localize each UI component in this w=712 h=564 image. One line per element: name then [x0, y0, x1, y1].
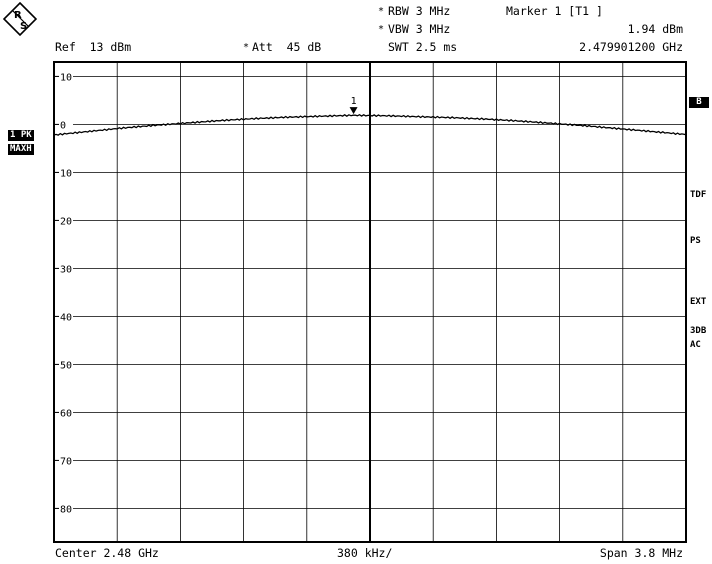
- y-tick-label: 10: [60, 168, 72, 179]
- y-tick-label: 40: [60, 312, 72, 323]
- b-indicator: B: [689, 97, 709, 108]
- vbw-value: VBW 3 MHz: [388, 22, 451, 36]
- y-tick-label-bg: [59, 118, 73, 130]
- y-tick-label-bg: [59, 262, 73, 274]
- frequency-span: Span 3.8 MHz: [599, 546, 683, 560]
- y-tick-label: 50: [60, 360, 72, 371]
- y-tick-label-bg: [59, 502, 73, 514]
- y-tick-label: 30: [60, 264, 72, 275]
- y-tick-label-bg: [59, 406, 73, 418]
- y-tick-label-bg: [59, 454, 73, 466]
- y-tick-label: 10: [60, 72, 72, 83]
- y-tick-label: 60: [60, 408, 72, 419]
- marker-triangle-icon: [349, 107, 358, 115]
- attenuation-star: *: [243, 42, 250, 53]
- 3db-indicator: 3DB: [690, 326, 707, 336]
- svg-text:S: S: [20, 21, 27, 32]
- frequency-per-division: 380 kHz/: [337, 546, 393, 560]
- svg-text:R: R: [14, 10, 22, 21]
- y-tick-label: 20: [60, 216, 72, 227]
- rbw-star: *: [378, 6, 385, 17]
- y-tick-label: 80: [60, 504, 72, 515]
- y-tick-label: 70: [60, 456, 72, 467]
- ps-indicator: PS: [690, 236, 701, 246]
- trace-line: [53, 113, 687, 136]
- marker-frequency: 2.479901200 GHz: [579, 40, 683, 54]
- attenuation-value: Att 45 dB: [252, 40, 322, 54]
- y-tick-label-bg: [59, 310, 73, 322]
- vbw-star: *: [378, 24, 385, 35]
- marker-label: 1: [351, 96, 357, 107]
- y-tick-label-bg: [59, 358, 73, 370]
- center-frequency: Center 2.48 GHz: [55, 546, 159, 560]
- trace-mode-badge: 1 PK: [8, 130, 34, 141]
- trace-hold-badge: MAXH: [8, 144, 34, 155]
- ext-indicator: EXT: [690, 297, 707, 307]
- marker-level: 1.94 dBm: [627, 22, 683, 36]
- rbw-value: RBW 3 MHz: [388, 4, 451, 18]
- plot-frame: [53, 61, 687, 543]
- rohde-schwarz-logo-icon: R S: [3, 2, 37, 36]
- y-tick-label-bg: [59, 214, 73, 226]
- reference-level: Ref 13 dBm: [55, 40, 132, 54]
- tdf-indicator: TDF: [690, 190, 707, 200]
- ac-indicator: AC: [690, 340, 701, 350]
- y-tick-label-bg: [59, 166, 73, 178]
- marker-title: Marker 1 [T1 ]: [506, 4, 603, 18]
- y-tick-label-bg: [59, 70, 73, 82]
- swt-value: SWT 2.5 ms: [388, 40, 458, 54]
- y-tick-label: 0: [60, 120, 66, 131]
